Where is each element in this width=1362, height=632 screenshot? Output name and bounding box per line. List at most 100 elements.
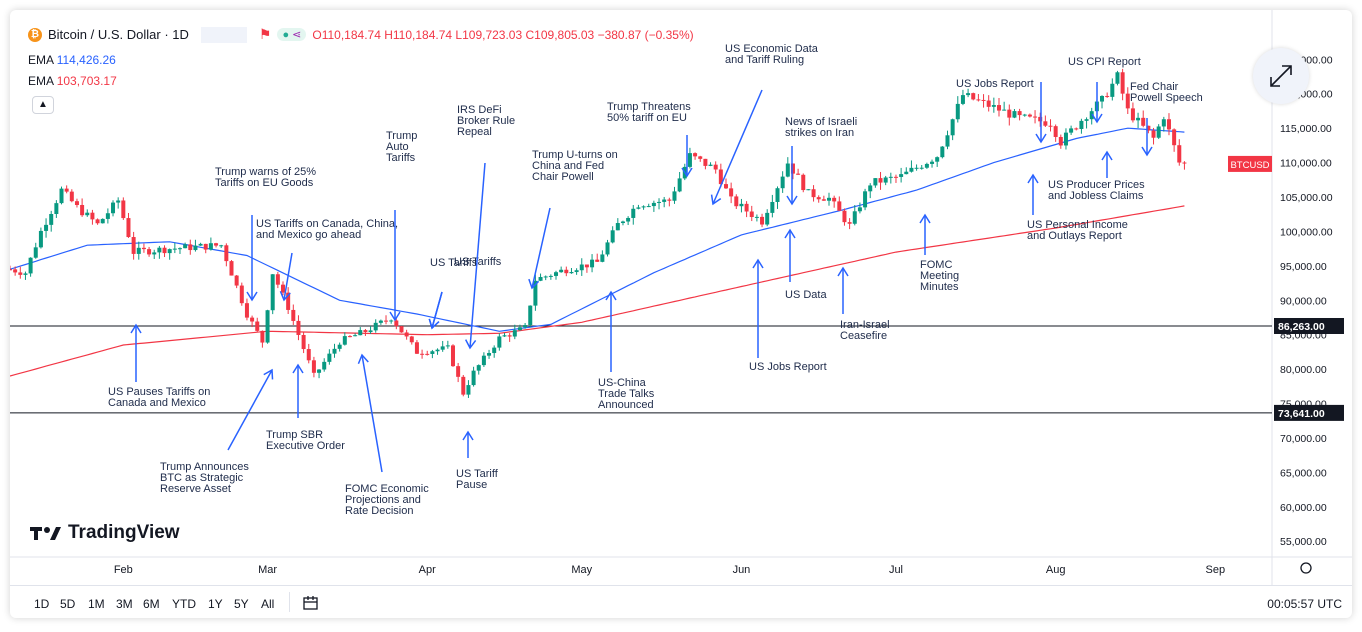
candle-body[interactable]: [1007, 109, 1012, 118]
candle-body[interactable]: [301, 334, 306, 350]
annotation-arrow[interactable]: [712, 89, 763, 205]
candle-body[interactable]: [754, 216, 759, 218]
candle-body[interactable]: [1074, 128, 1079, 130]
candle-body[interactable]: [1053, 126, 1058, 137]
candle-body[interactable]: [59, 188, 64, 204]
candle-body[interactable]: [270, 274, 275, 311]
candle-body[interactable]: [507, 335, 512, 337]
candle-body[interactable]: [440, 346, 445, 350]
candle-body[interactable]: [177, 248, 182, 250]
candle-body[interactable]: [873, 178, 878, 186]
candle-body[interactable]: [147, 249, 152, 255]
candle-body[interactable]: [435, 349, 440, 352]
candle-body[interactable]: [548, 275, 553, 277]
annotation-arrow[interactable]: [361, 354, 383, 473]
candle-body[interactable]: [1038, 116, 1043, 122]
candle-body[interactable]: [950, 119, 955, 136]
candle-body[interactable]: [1115, 72, 1120, 84]
candle-body[interactable]: [198, 243, 203, 246]
candle-body[interactable]: [770, 201, 775, 213]
candle-body[interactable]: [729, 188, 734, 197]
range-ytd[interactable]: YTD: [172, 597, 196, 611]
candle-body[interactable]: [528, 305, 533, 326]
candle-body[interactable]: [265, 310, 270, 343]
candle-body[interactable]: [801, 174, 806, 191]
candle-body[interactable]: [1079, 120, 1084, 129]
candle-body[interactable]: [317, 369, 322, 373]
candle-body[interactable]: [1146, 125, 1151, 131]
ema-slow-line[interactable]: [10, 205, 1185, 377]
candle-body[interactable]: [1033, 116, 1038, 118]
candle-body[interactable]: [286, 292, 291, 310]
status-dots[interactable]: ● ⋖: [277, 28, 307, 41]
price-chart[interactable]: 55,000.0060,000.0065,000.0070,000.0075,0…: [10, 10, 1352, 618]
candle-body[interactable]: [698, 156, 703, 159]
candle-body[interactable]: [291, 309, 296, 321]
candle-body[interactable]: [703, 158, 708, 166]
candle-body[interactable]: [796, 173, 801, 175]
candle-body[interactable]: [790, 163, 795, 174]
candle-body[interactable]: [564, 269, 569, 274]
candle-body[interactable]: [188, 244, 193, 251]
candle-body[interactable]: [909, 167, 914, 172]
symbol-header[interactable]: ₿ Bitcoin / U.S. Dollar · 1D ⚑ ● ⋖ O110,…: [28, 26, 694, 43]
candle-body[interactable]: [353, 335, 358, 337]
candle-body[interactable]: [878, 178, 883, 183]
candle-body[interactable]: [399, 326, 404, 333]
candle-body[interactable]: [502, 335, 507, 337]
ema-legend-1[interactable]: EMA 114,426.26: [28, 53, 116, 67]
candle-body[interactable]: [306, 349, 311, 361]
candle-body[interactable]: [250, 317, 255, 322]
candle-body[interactable]: [1048, 125, 1053, 127]
candle-body[interactable]: [368, 330, 373, 333]
candle-body[interactable]: [734, 196, 739, 207]
candle-body[interactable]: [481, 355, 486, 366]
candle-body[interactable]: [657, 201, 662, 203]
candle-body[interactable]: [1141, 117, 1146, 126]
candle-body[interactable]: [152, 252, 157, 255]
range-1m[interactable]: 1M: [88, 597, 105, 611]
candle-body[interactable]: [85, 212, 90, 216]
candle-body[interactable]: [337, 344, 342, 349]
candle-body[interactable]: [69, 191, 74, 202]
candle-body[interactable]: [533, 280, 538, 306]
candle-body[interactable]: [404, 332, 409, 337]
candle-body[interactable]: [677, 178, 682, 192]
candle-body[interactable]: [780, 176, 785, 189]
candle-body[interactable]: [172, 248, 177, 250]
candle-body[interactable]: [74, 201, 79, 205]
candle-body[interactable]: [461, 376, 466, 395]
candle-body[interactable]: [940, 146, 945, 158]
range-5y[interactable]: 5Y: [234, 597, 249, 611]
candle-body[interactable]: [667, 199, 672, 201]
candle-body[interactable]: [523, 325, 528, 328]
candle-body[interactable]: [991, 105, 996, 107]
candle-body[interactable]: [162, 247, 167, 254]
candle-body[interactable]: [394, 320, 399, 327]
candle-body[interactable]: [744, 203, 749, 212]
candle-body[interactable]: [126, 218, 131, 238]
candle-body[interactable]: [986, 100, 991, 107]
candle-body[interactable]: [1156, 126, 1161, 138]
candle-body[interactable]: [559, 269, 564, 273]
annotation-arrow[interactable]: [431, 291, 443, 329]
flag-icon[interactable]: ⚑: [258, 26, 272, 42]
candle-body[interactable]: [662, 199, 667, 202]
candle-body[interactable]: [615, 223, 620, 231]
candle-body[interactable]: [373, 322, 378, 331]
candle-body[interactable]: [914, 167, 919, 169]
candle-body[interactable]: [1002, 109, 1007, 111]
candle-body[interactable]: [487, 353, 492, 356]
candle-body[interactable]: [930, 161, 935, 164]
candle-body[interactable]: [275, 274, 280, 285]
candle-body[interactable]: [590, 259, 595, 268]
candle-body[interactable]: [244, 303, 249, 318]
candle-body[interactable]: [981, 99, 986, 101]
candle-body[interactable]: [409, 336, 414, 343]
candle-body[interactable]: [1084, 119, 1089, 121]
candle-body[interactable]: [996, 105, 1001, 111]
candle-body[interactable]: [414, 342, 419, 354]
tradingview-logo[interactable]: TradingView: [30, 522, 180, 544]
candle-body[interactable]: [471, 370, 476, 386]
candle-body[interactable]: [600, 254, 605, 262]
